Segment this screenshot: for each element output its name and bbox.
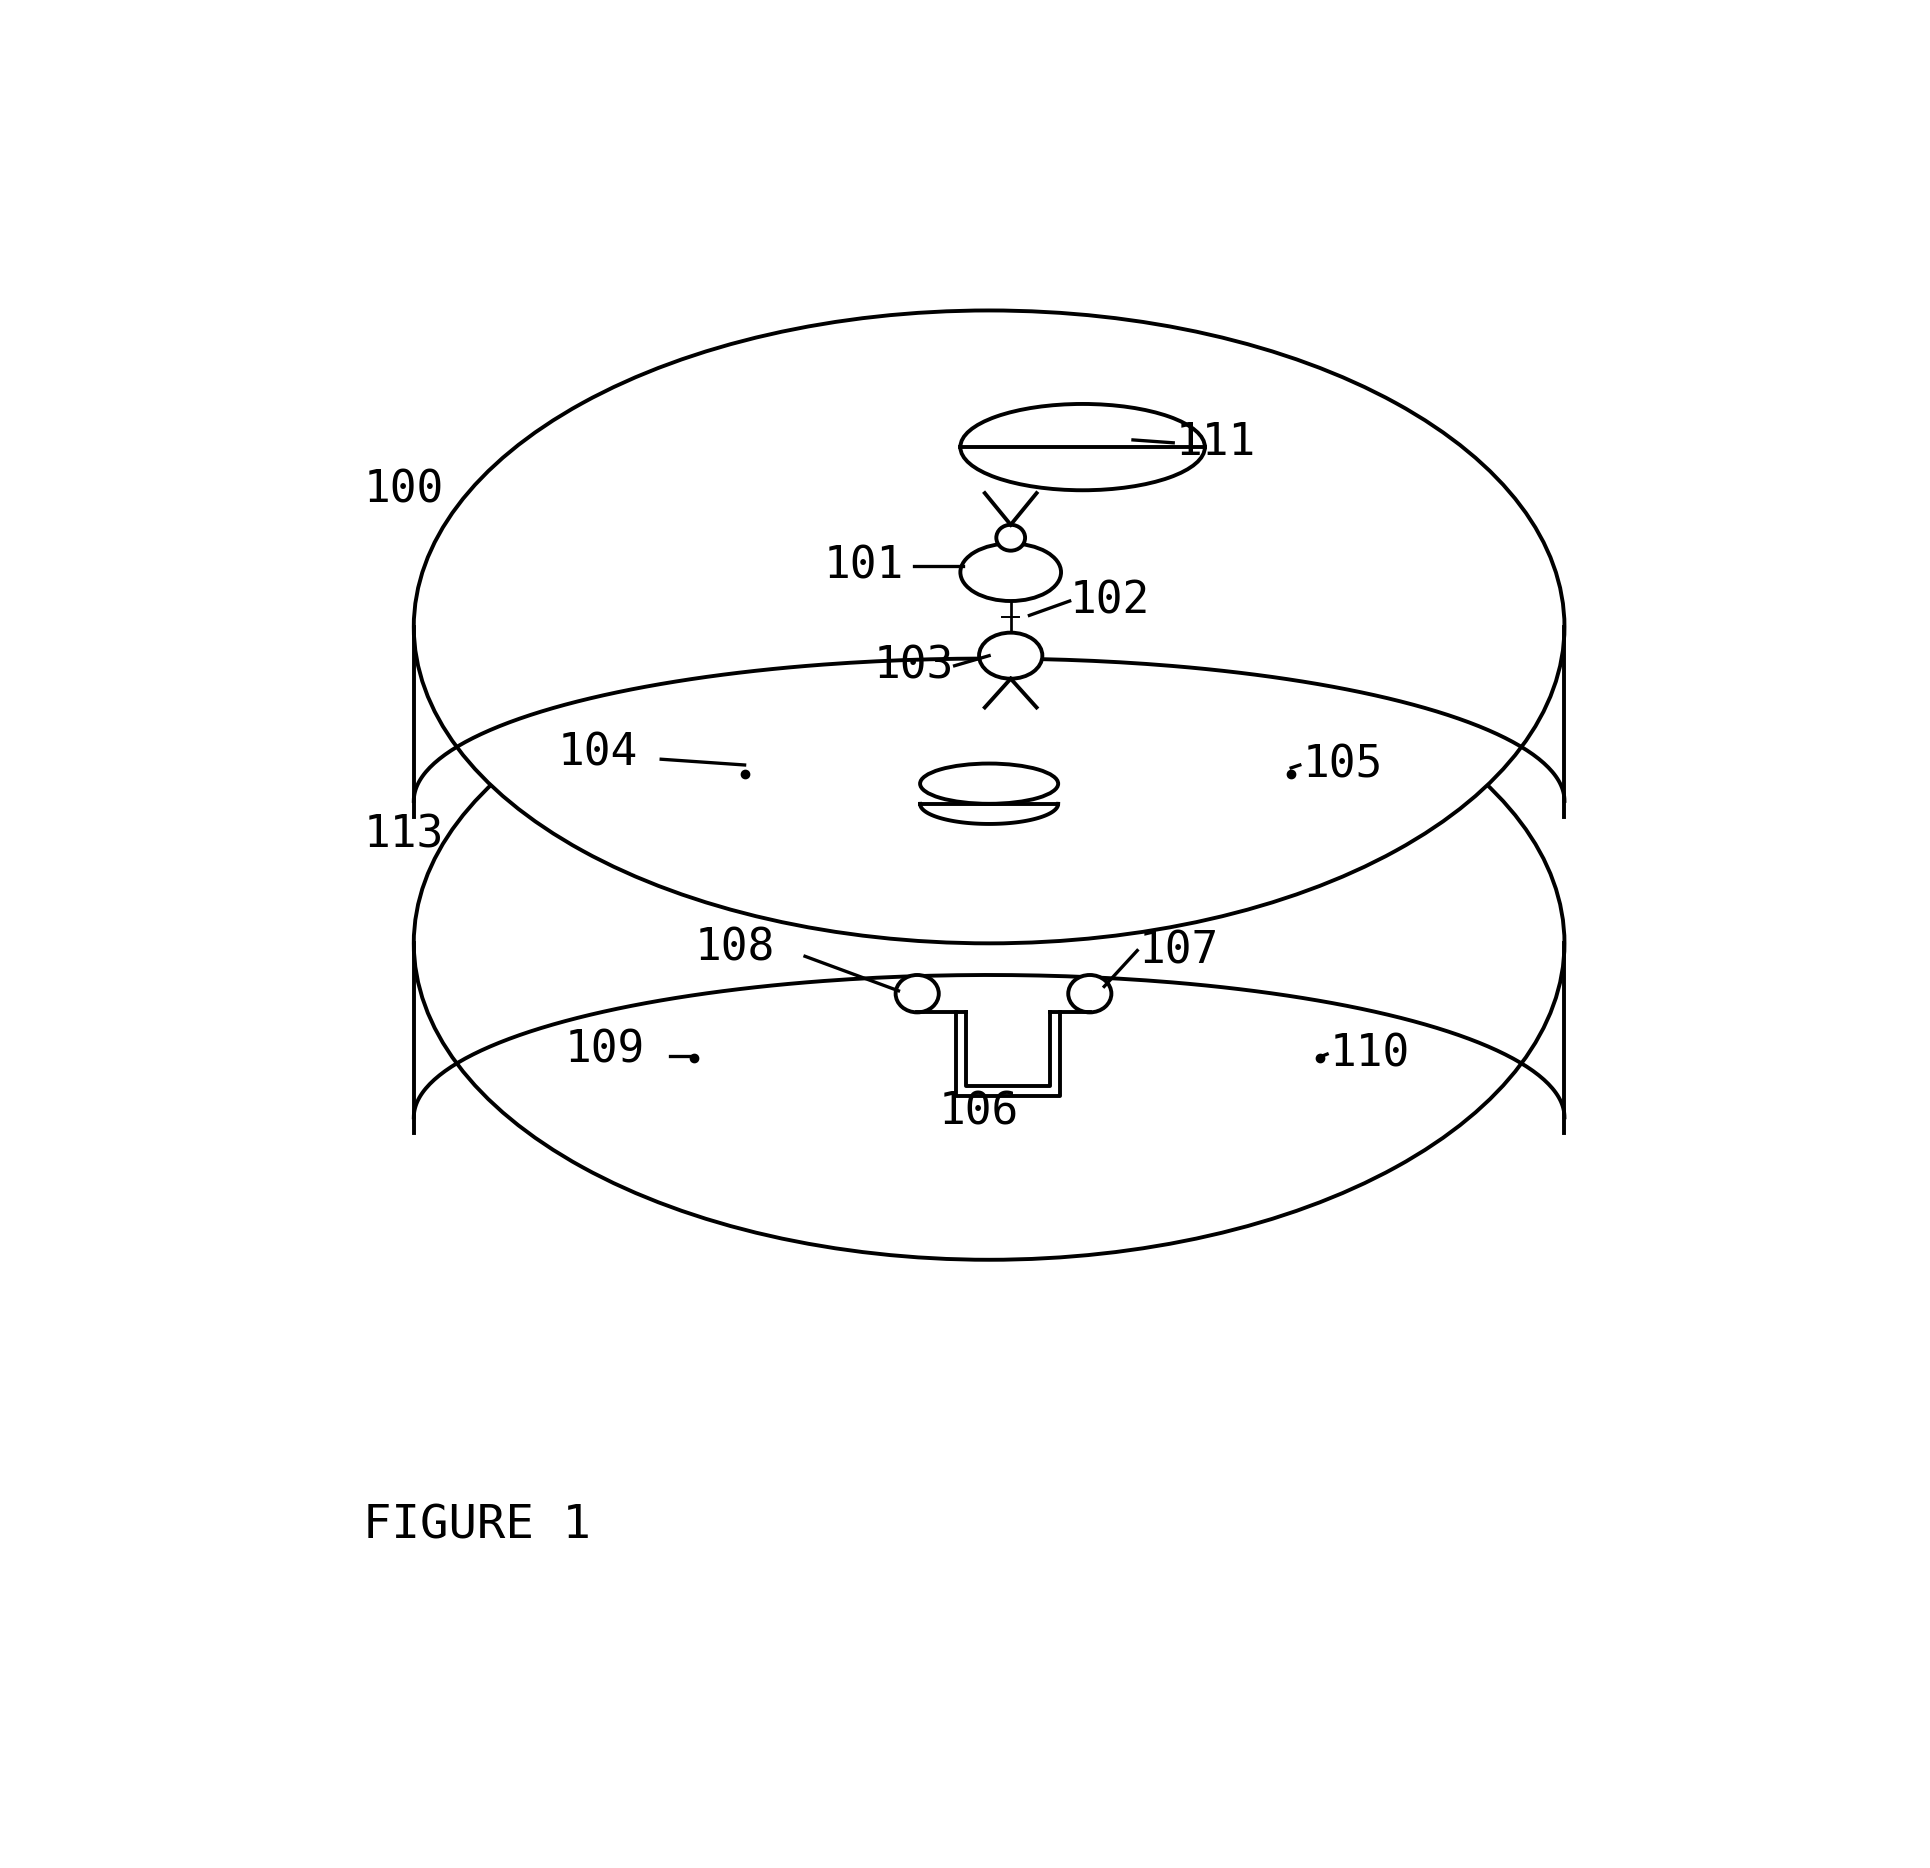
Ellipse shape xyxy=(413,310,1565,943)
Text: 103: 103 xyxy=(874,644,953,687)
Text: 100: 100 xyxy=(363,469,444,512)
Ellipse shape xyxy=(1067,975,1112,1012)
Text: FIGURE 1: FIGURE 1 xyxy=(363,1504,591,1549)
Ellipse shape xyxy=(413,628,1565,1259)
Text: 104: 104 xyxy=(558,732,639,775)
Ellipse shape xyxy=(961,403,1204,489)
Text: 110: 110 xyxy=(1330,1033,1411,1076)
Text: 106: 106 xyxy=(938,1091,1019,1134)
Text: 102: 102 xyxy=(1069,579,1150,622)
Text: 113: 113 xyxy=(363,814,444,857)
Text: 107: 107 xyxy=(1139,928,1220,971)
Text: 109: 109 xyxy=(565,1027,645,1070)
Text: 111: 111 xyxy=(1175,422,1256,465)
Text: 108: 108 xyxy=(695,927,774,969)
Ellipse shape xyxy=(961,544,1062,601)
Text: 105: 105 xyxy=(1303,743,1384,786)
Ellipse shape xyxy=(896,975,938,1012)
Ellipse shape xyxy=(979,633,1042,678)
Ellipse shape xyxy=(921,764,1058,803)
Ellipse shape xyxy=(996,525,1025,551)
Text: 101: 101 xyxy=(824,545,903,588)
